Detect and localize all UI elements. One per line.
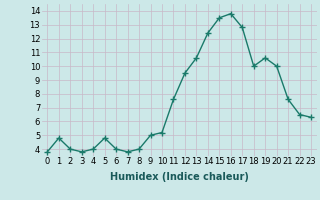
X-axis label: Humidex (Indice chaleur): Humidex (Indice chaleur) xyxy=(110,172,249,182)
